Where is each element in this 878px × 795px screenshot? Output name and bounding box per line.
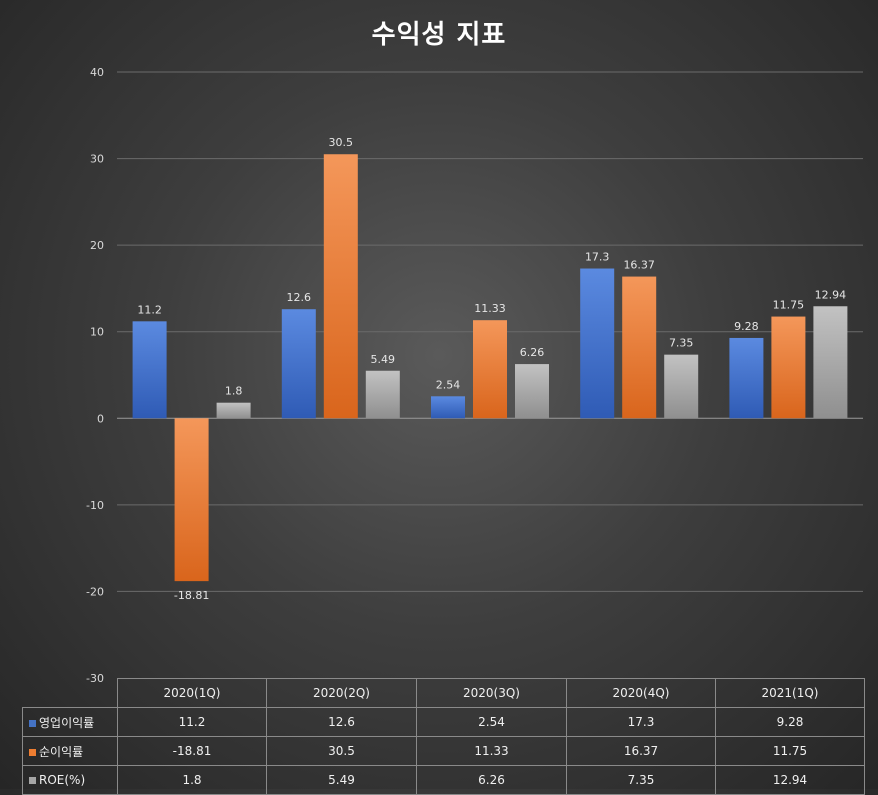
table-column-header: 2020(2Q) xyxy=(266,678,417,708)
y-tick-label: 10 xyxy=(90,326,104,339)
y-tick-label: 40 xyxy=(90,66,104,79)
data-label: 7.35 xyxy=(669,337,694,350)
data-label: 5.49 xyxy=(371,353,396,366)
legend-swatch-gray-icon xyxy=(29,777,36,784)
table-cell: 7.35 xyxy=(566,765,716,795)
data-label: 17.3 xyxy=(585,251,610,264)
data-label: 11.75 xyxy=(773,299,805,312)
bar-operating-margin xyxy=(729,337,764,419)
legend-entry-roe: ROE(%) xyxy=(22,765,118,795)
bar-operating-margin xyxy=(281,309,316,419)
bar-roe xyxy=(664,354,699,419)
table-cell: 11.75 xyxy=(715,736,865,766)
y-tick-label: 0 xyxy=(97,412,104,425)
bar-operating-margin xyxy=(580,268,615,419)
chart-title: 수익성 지표 xyxy=(371,20,507,50)
table-cell: -18.81 xyxy=(117,736,267,766)
data-label: 11.33 xyxy=(474,302,506,315)
bar-net-margin xyxy=(771,316,806,419)
bar-operating-margin xyxy=(431,396,465,419)
data-label: 12.6 xyxy=(287,291,312,304)
table-cell: 17.3 xyxy=(566,707,716,737)
bar-net-margin xyxy=(323,154,358,419)
data-label: 1.8 xyxy=(225,385,243,398)
bar-roe xyxy=(365,370,400,419)
table-column-header: 2021(1Q) xyxy=(715,678,865,708)
table-column-header: 2020(1Q) xyxy=(117,678,267,708)
table-cell: 1.8 xyxy=(117,765,267,795)
y-tick-label: 30 xyxy=(90,153,104,166)
bar-net-margin xyxy=(473,320,507,419)
data-label: 11.2 xyxy=(137,303,162,316)
bar-net-margin xyxy=(174,418,209,582)
table-cell: 9.28 xyxy=(715,707,865,737)
legend-swatch-orange-icon xyxy=(29,748,36,756)
table-corner-cell xyxy=(22,678,118,708)
y-tick-label: -10 xyxy=(86,499,104,512)
data-label: 2.54 xyxy=(436,378,461,391)
table-cell: 2.54 xyxy=(416,707,567,737)
bar-roe xyxy=(813,306,848,419)
table-cell: 11.33 xyxy=(416,736,567,766)
legend-entry-net-margin: 순이익률 xyxy=(22,736,118,766)
legend-swatch-blue-icon xyxy=(29,719,36,727)
table-header-row: 2020(1Q) 2020(2Q) 2020(3Q) 2020(4Q) 2021… xyxy=(22,678,865,708)
data-label: 30.5 xyxy=(329,136,354,149)
bar-roe xyxy=(216,402,251,419)
data-label: -18.81 xyxy=(174,589,209,602)
y-tick-label: 20 xyxy=(90,239,104,252)
table-cell: 16.37 xyxy=(566,736,716,766)
table-cell: 6.26 xyxy=(416,765,567,795)
table-column-header: 2020(4Q) xyxy=(566,678,716,708)
table-row-operating-margin: 영업이익률 11.2 12.6 2.54 17.3 9.28 xyxy=(22,707,865,737)
bar-net-margin xyxy=(622,276,657,419)
table-cell: 11.2 xyxy=(117,707,267,737)
table-row-roe: ROE(%) 1.8 5.49 6.26 7.35 12.94 xyxy=(22,765,865,795)
legend-entry-operating-margin: 영업이익률 xyxy=(22,707,118,737)
table-cell: 5.49 xyxy=(266,765,417,795)
bar-roe xyxy=(515,364,549,419)
data-label: 16.37 xyxy=(623,259,655,272)
table-cell: 30.5 xyxy=(266,736,417,766)
table-cell: 12.94 xyxy=(715,765,865,795)
data-label: 9.28 xyxy=(734,320,759,333)
data-label: 12.94 xyxy=(815,288,847,301)
y-tick-label: -20 xyxy=(86,585,104,598)
table-column-header: 2020(3Q) xyxy=(416,678,567,708)
table-row-net-margin: 순이익률 -18.81 30.5 11.33 16.37 11.75 xyxy=(22,736,865,766)
bar-operating-margin xyxy=(132,321,167,419)
data-label: 6.26 xyxy=(520,346,545,359)
data-table: 2020(1Q) 2020(2Q) 2020(3Q) 2020(4Q) 2021… xyxy=(22,678,865,795)
table-cell: 12.6 xyxy=(266,707,417,737)
